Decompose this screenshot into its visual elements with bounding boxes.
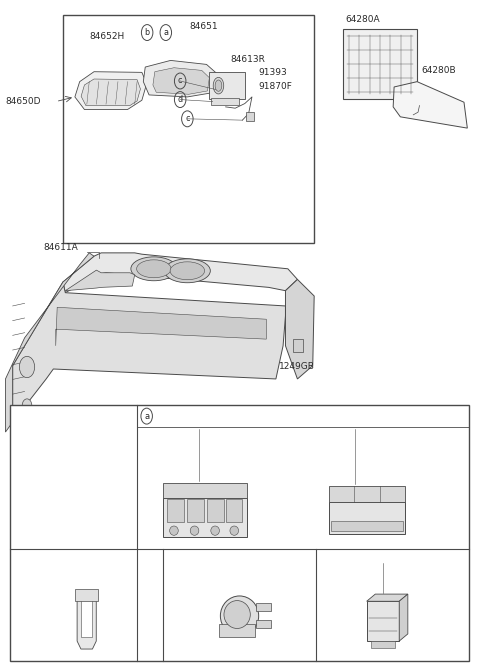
Polygon shape [12,282,286,422]
Polygon shape [393,82,468,128]
Text: 84611A: 84611A [44,243,79,251]
Bar [209,72,245,99]
Bar [63,15,314,243]
Bar [167,499,184,522]
Bar [256,602,271,610]
Bar [246,112,254,122]
Ellipse shape [220,596,259,636]
Ellipse shape [164,259,210,283]
Bar [328,502,405,534]
Text: 64280A: 64280A [345,15,380,24]
Text: 93335A: 93335A [345,430,380,439]
Text: c: c [185,114,190,123]
Bar [367,601,399,641]
Bar [163,498,247,537]
Text: 1249GB: 1249GB [279,362,315,371]
Polygon shape [77,596,96,649]
Bar [256,620,271,628]
Polygon shape [82,597,92,637]
Text: b: b [15,553,21,561]
Polygon shape [5,253,94,432]
Polygon shape [63,253,298,293]
Ellipse shape [213,77,224,94]
Text: 91393: 91393 [258,68,287,77]
Bar [219,624,255,637]
Polygon shape [65,270,135,291]
Bar [163,483,247,498]
Bar [187,499,204,522]
Bar [10,406,469,661]
Text: b: b [144,28,150,37]
Ellipse shape [215,80,222,91]
Ellipse shape [224,600,250,628]
Text: 64280B: 64280B [421,66,456,75]
Circle shape [22,399,32,412]
Text: 84651: 84651 [190,21,218,31]
Text: a: a [144,412,149,421]
Bar [293,339,303,352]
Polygon shape [286,279,314,379]
Polygon shape [75,72,147,110]
Text: a: a [163,28,168,37]
Text: 91870F: 91870F [258,82,292,91]
Polygon shape [56,307,266,346]
Bar [207,499,224,522]
Text: 84613R: 84613R [230,55,265,64]
Text: 93351L: 93351L [190,430,224,439]
Polygon shape [399,594,408,641]
Bar [211,98,239,105]
Text: 84650D: 84650D [5,97,41,106]
Text: c: c [168,553,173,561]
Bar [371,641,396,648]
Ellipse shape [211,526,219,535]
Ellipse shape [230,526,239,535]
Ellipse shape [170,262,204,280]
Text: 95120A: 95120A [175,553,210,561]
Text: d: d [178,95,183,104]
Text: 84658N: 84658N [22,553,58,561]
Bar [328,486,405,502]
Ellipse shape [169,526,178,535]
Bar [343,29,417,99]
Ellipse shape [137,260,171,278]
Text: 84652H: 84652H [89,31,124,41]
Ellipse shape [190,526,199,535]
Ellipse shape [131,257,177,281]
Circle shape [19,356,35,378]
Bar [331,521,403,531]
Text: 96120L: 96120L [359,553,393,561]
Text: c: c [178,76,182,86]
Text: 96190Q: 96190Q [359,562,395,571]
Polygon shape [153,68,209,94]
Polygon shape [81,79,141,106]
Bar [75,589,98,601]
Polygon shape [367,594,408,601]
Bar [226,499,242,522]
Text: d: d [321,553,326,561]
Polygon shape [144,61,217,97]
